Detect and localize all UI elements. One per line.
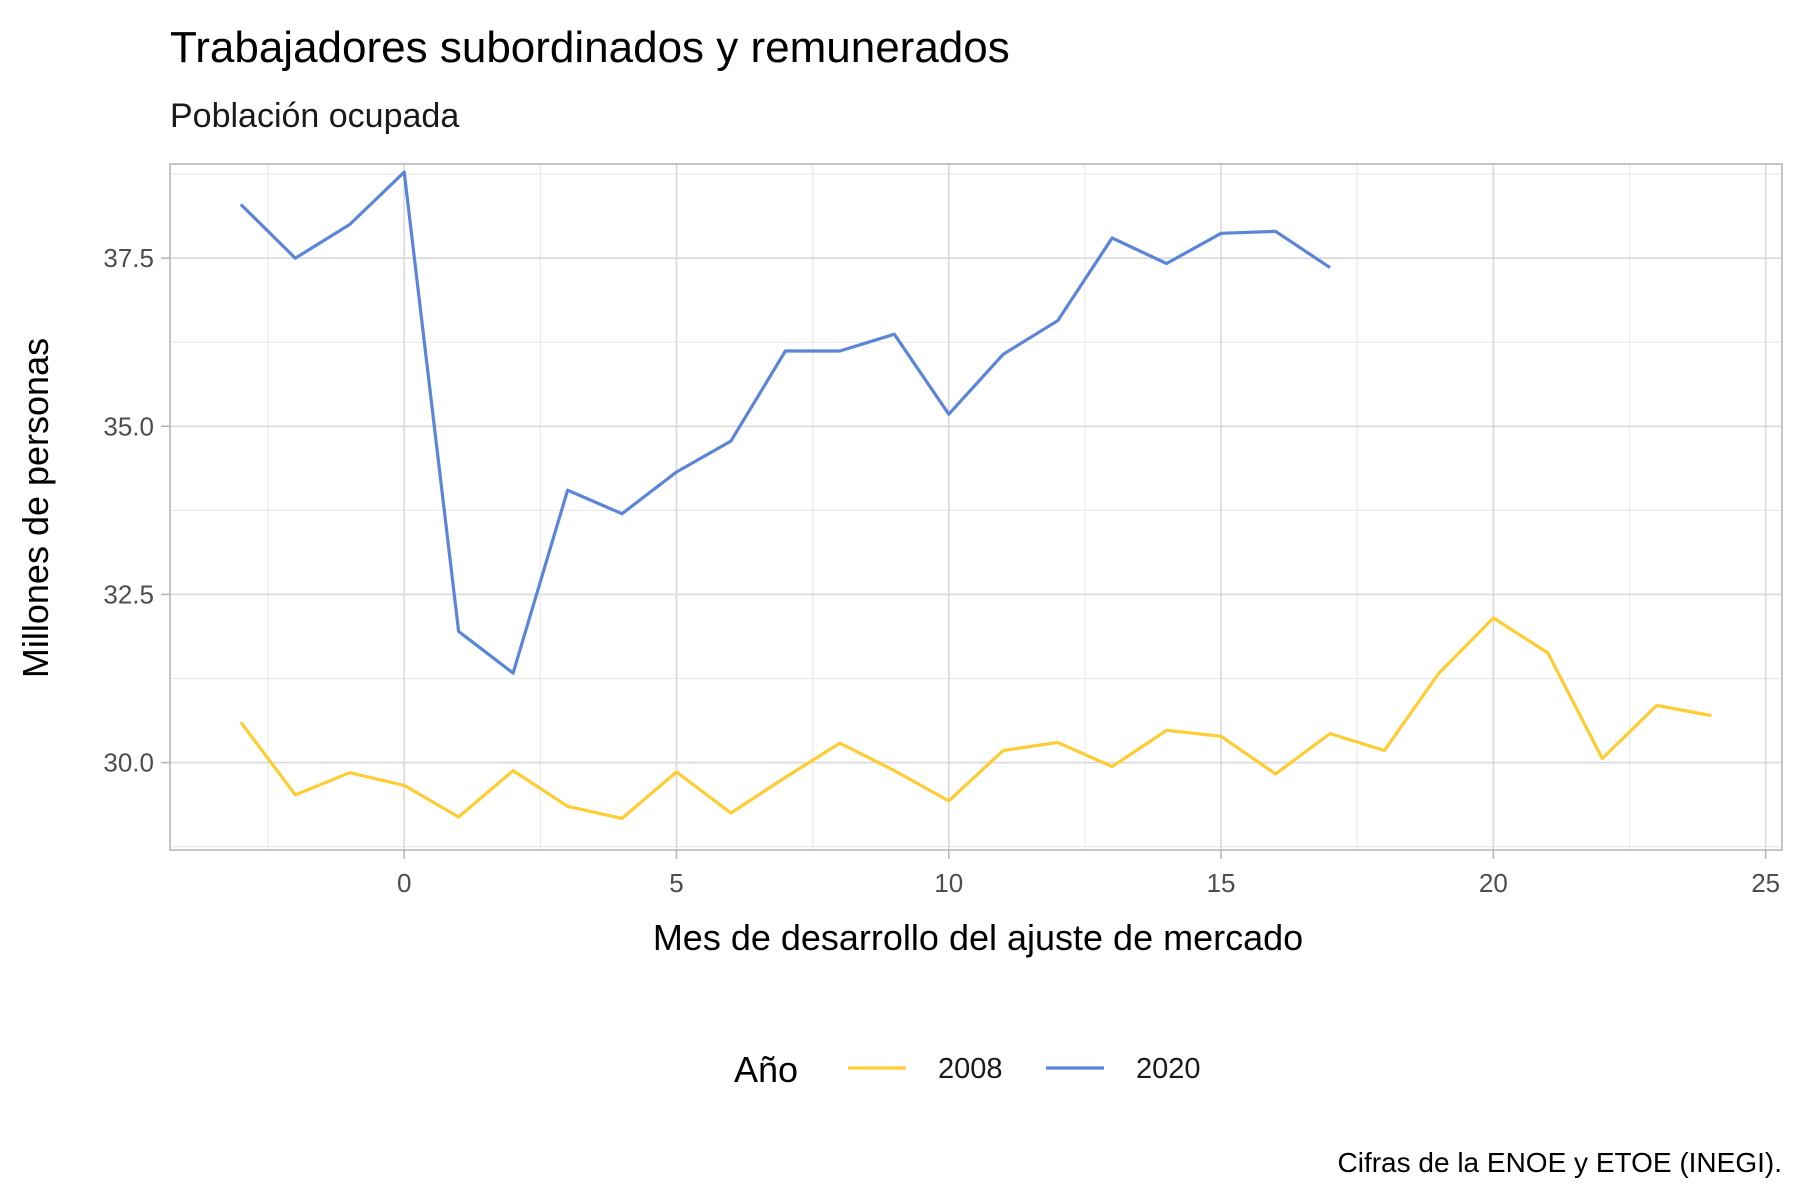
series-line-2020 [239, 170, 1331, 675]
legend-title: Año [734, 1049, 798, 1090]
x-tick-label: 10 [934, 868, 963, 898]
y-tick-label: 37.5 [103, 243, 154, 273]
x-axis: 0 5 10 15 20 25 [397, 850, 1780, 898]
y-tick-label: 30.0 [103, 748, 154, 778]
plot-panel [169, 163, 1783, 851]
y-tick-label: 32.5 [103, 579, 154, 609]
x-tick-label: 5 [669, 868, 683, 898]
major-gridlines [170, 164, 1782, 850]
legend-label-2020: 2020 [1136, 1053, 1201, 1085]
legend: Año 2008 2020 [734, 1049, 1201, 1090]
x-tick-label: 20 [1479, 868, 1508, 898]
x-tick-label: 25 [1751, 868, 1780, 898]
chart-subtitle: Población ocupada [170, 97, 459, 135]
chart-caption: Cifras de la ENOE y ETOE (INEGI). [1338, 1147, 1782, 1178]
y-tick-label: 35.0 [103, 411, 154, 441]
minor-gridlines [170, 164, 1782, 850]
x-tick-label: 0 [397, 868, 411, 898]
x-axis-title: Mes de desarrollo del ajuste de mercado [653, 917, 1303, 958]
series-line-2008 [239, 616, 1712, 821]
x-tick-label: 15 [1207, 868, 1236, 898]
panel-border [169, 163, 1783, 851]
chart-title: Trabajadores subordinados y remunerados [170, 23, 1010, 72]
y-axis-title: Millones de personas [15, 338, 56, 678]
legend-items: 2008 2020 [848, 1053, 1201, 1085]
legend-label-2008: 2008 [938, 1053, 1003, 1085]
series-lines [239, 170, 1712, 821]
y-axis: 30.0 32.5 35.0 37.5 [103, 243, 170, 778]
